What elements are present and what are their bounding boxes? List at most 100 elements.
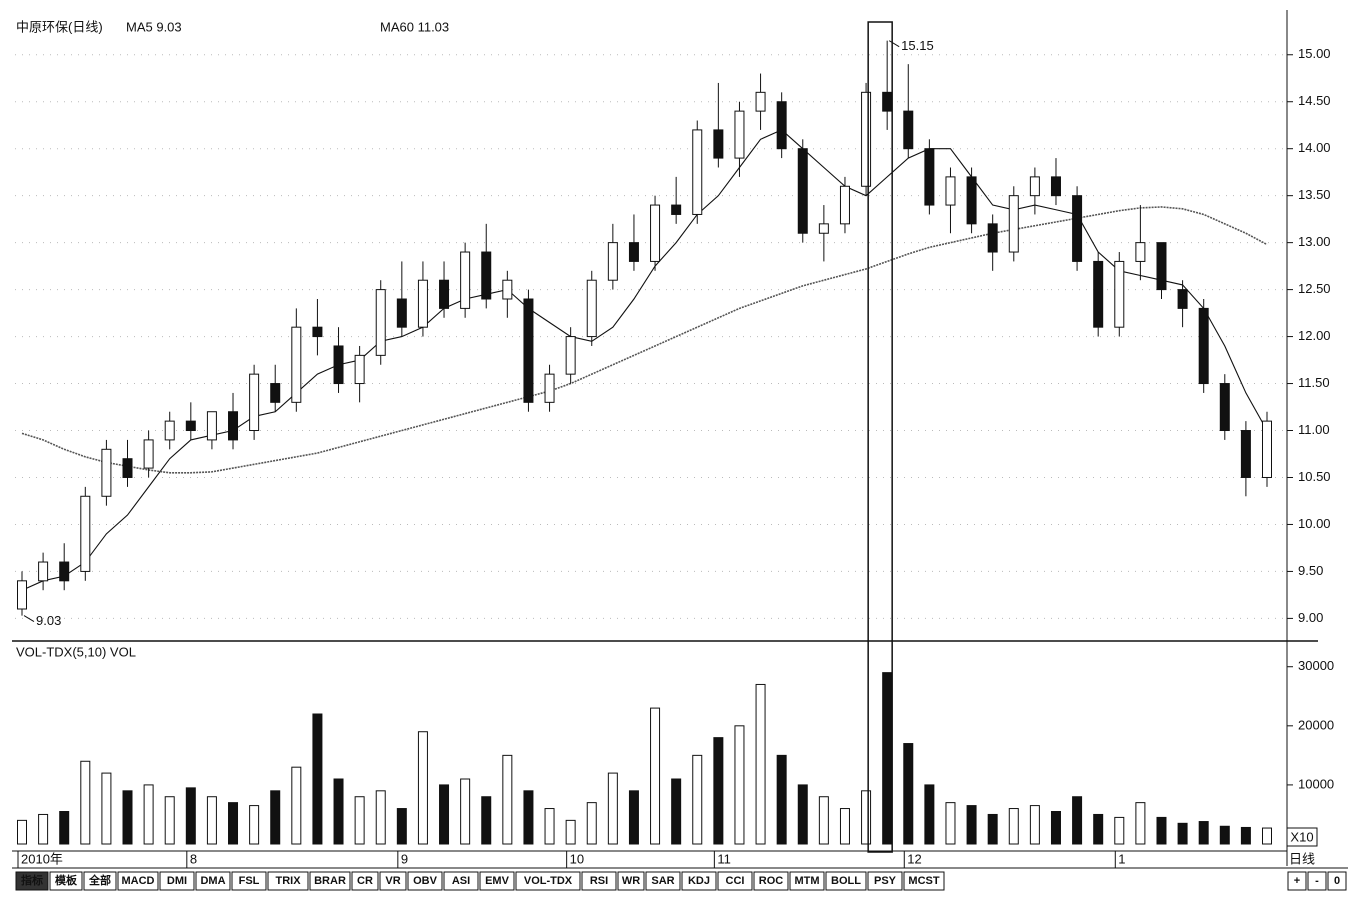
unit-label: X10 bbox=[1290, 829, 1313, 844]
toolbar-tab-label[interactable]: DMI bbox=[167, 875, 187, 887]
toolbar-tab[interactable] bbox=[309, 871, 351, 891]
annotation: 15.15 bbox=[901, 38, 934, 53]
volume-bar bbox=[1240, 826, 1251, 845]
toolbar-button[interactable] bbox=[1307, 871, 1327, 891]
toolbar-tab-label[interactable]: CR bbox=[357, 875, 373, 887]
y-tick-label: 15.00 bbox=[1298, 46, 1331, 61]
toolbar-tab-label[interactable]: ROC bbox=[759, 875, 784, 887]
toolbar-button[interactable] bbox=[1327, 871, 1347, 891]
volume-bar bbox=[228, 802, 239, 845]
volume-bar bbox=[650, 707, 661, 845]
volume-bar bbox=[1008, 808, 1019, 845]
toolbar-tab-label[interactable]: ASI bbox=[452, 875, 470, 887]
toolbar-button[interactable] bbox=[1287, 871, 1307, 891]
toolbar-tab-label[interactable]: RSI bbox=[590, 875, 608, 887]
volume-bar bbox=[206, 796, 217, 845]
toolbar-tab-label[interactable]: MACD bbox=[122, 875, 155, 887]
toolbar-tab-label[interactable]: CCI bbox=[726, 875, 745, 887]
toolbar-tab[interactable] bbox=[867, 871, 903, 891]
volume-bar bbox=[987, 813, 998, 845]
volume-bar bbox=[586, 802, 597, 845]
volume-bar bbox=[17, 819, 27, 845]
candle-body bbox=[882, 91, 893, 112]
candle-body bbox=[80, 495, 91, 572]
toolbar-tab[interactable] bbox=[515, 871, 581, 891]
toolbar-tab[interactable] bbox=[83, 871, 117, 891]
toolbar-tab[interactable] bbox=[479, 871, 515, 891]
toolbar-tab-label[interactable]: OBV bbox=[413, 875, 438, 887]
toolbar-tab[interactable] bbox=[681, 871, 717, 891]
candle-body bbox=[903, 110, 914, 150]
volume-bar bbox=[270, 790, 281, 845]
candle-body bbox=[1240, 430, 1251, 478]
volume-bar bbox=[523, 790, 534, 845]
toolbar-tab-label[interactable]: TRIX bbox=[275, 875, 301, 887]
volume-bar bbox=[1072, 796, 1083, 845]
toolbar-tab[interactable] bbox=[645, 871, 681, 891]
toolbar-tab-label[interactable]: MCST bbox=[908, 875, 939, 887]
candle-body bbox=[1029, 176, 1040, 197]
toolbar-tab[interactable] bbox=[195, 871, 231, 891]
volume-bar bbox=[481, 796, 492, 845]
toolbar-tab[interactable] bbox=[581, 871, 617, 891]
toolbar-tab-label[interactable]: EMV bbox=[485, 875, 510, 887]
toolbar-tab-label[interactable]: 模板 bbox=[55, 873, 78, 887]
candle-body bbox=[460, 251, 471, 309]
toolbar-button-label[interactable]: 0 bbox=[1334, 875, 1340, 887]
toolbar-tab[interactable] bbox=[407, 871, 443, 891]
toolbar-tab-label[interactable]: MTM bbox=[794, 875, 819, 887]
x-tick-label: 1 bbox=[1118, 851, 1125, 866]
toolbar-tab-label[interactable]: KDJ bbox=[688, 875, 710, 887]
toolbar-tab-label[interactable]: SAR bbox=[651, 875, 674, 887]
toolbar-tab[interactable] bbox=[903, 871, 945, 891]
toolbar-tab[interactable] bbox=[717, 871, 753, 891]
candle-body bbox=[354, 354, 365, 385]
y-tick-label: 10.00 bbox=[1298, 516, 1331, 531]
y-tick-label: 9.50 bbox=[1298, 563, 1323, 578]
candle-body bbox=[312, 326, 323, 338]
toolbar-tab[interactable] bbox=[379, 871, 407, 891]
toolbar-tab[interactable] bbox=[159, 871, 195, 891]
toolbar-tab[interactable] bbox=[117, 871, 159, 891]
toolbar-tab-label[interactable]: PSY bbox=[874, 875, 897, 887]
candle-body bbox=[797, 148, 808, 234]
candle-body bbox=[1156, 242, 1167, 291]
toolbar-button-label[interactable]: - bbox=[1315, 875, 1319, 887]
toolbar-tab-label[interactable]: DMA bbox=[200, 875, 225, 887]
toolbar-tab[interactable] bbox=[49, 871, 83, 891]
annotation-leader bbox=[23, 615, 35, 623]
toolbar-tab[interactable] bbox=[267, 871, 309, 891]
toolbar-tab[interactable] bbox=[753, 871, 789, 891]
volume-bar bbox=[818, 796, 829, 845]
toolbar-tab[interactable] bbox=[231, 871, 267, 891]
volume-bar bbox=[1135, 802, 1146, 845]
volume-bar bbox=[460, 778, 471, 845]
volume-bar bbox=[1198, 821, 1209, 845]
ma-legend: MA5 9.03 bbox=[126, 19, 182, 34]
y-tick-label: 12.00 bbox=[1298, 328, 1331, 343]
toolbar-tab-label[interactable]: BOLL bbox=[831, 875, 861, 887]
volume-bar bbox=[882, 672, 893, 845]
volume-bar bbox=[80, 760, 91, 845]
toolbar-tab-label[interactable]: FSL bbox=[239, 875, 260, 887]
toolbar-tab-label[interactable]: VR bbox=[385, 875, 400, 887]
x-tick-label: 11 bbox=[717, 851, 731, 866]
toolbar-tab[interactable] bbox=[15, 871, 49, 891]
candle-body bbox=[1135, 242, 1146, 262]
toolbar-tab[interactable] bbox=[443, 871, 479, 891]
toolbar-button-label[interactable]: + bbox=[1294, 875, 1300, 887]
toolbar-tab-label[interactable]: 指标 bbox=[21, 873, 43, 887]
toolbar-tab-label[interactable]: WR bbox=[622, 875, 640, 887]
toolbar-tab[interactable] bbox=[825, 871, 867, 891]
candle-body bbox=[671, 204, 682, 215]
toolbar-tab-label[interactable]: VOL-TDX bbox=[524, 875, 573, 887]
toolbar-tab-label[interactable]: BRAR bbox=[314, 875, 346, 887]
volume-bar bbox=[945, 802, 956, 845]
candle-body bbox=[502, 279, 513, 300]
toolbar-tab-label[interactable]: 全部 bbox=[88, 873, 111, 887]
toolbar-tab[interactable] bbox=[351, 871, 379, 891]
candle-body bbox=[607, 242, 618, 281]
toolbar-tab[interactable] bbox=[617, 871, 645, 891]
volume-bar bbox=[839, 808, 850, 845]
toolbar-tab[interactable] bbox=[789, 871, 825, 891]
